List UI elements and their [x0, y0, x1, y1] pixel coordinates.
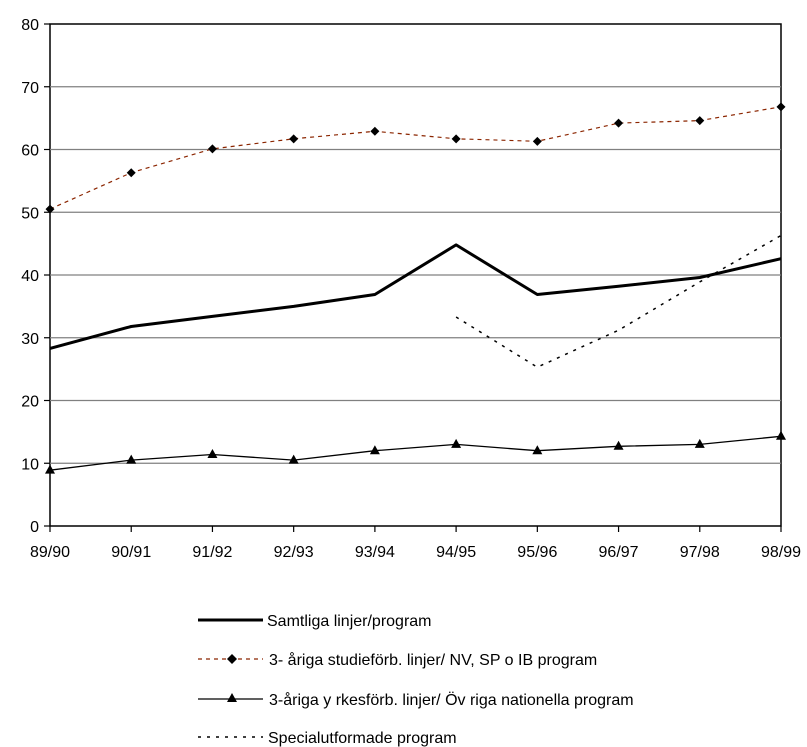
y-tick-label: 70: [21, 80, 39, 97]
y-tick-label: 80: [21, 17, 39, 34]
x-tick-label: 90/91: [111, 544, 151, 561]
y-tick-label: 40: [21, 268, 39, 285]
series-0: [49, 243, 782, 350]
legend-label: Samtliga linjer/program: [267, 613, 432, 630]
plot-area: 0 10 20 30 40 50 60 70 80 89/90 90/91 91/92 92/93 93…: [21, 17, 801, 561]
legend-label: 3-åriga y rkesförb. linjer/ Öv riga nati…: [269, 691, 634, 709]
legend-item-studieforb: 3- åriga studieförb. linjer/ NV, SP o IB…: [198, 651, 597, 669]
data-point-triangle: [288, 454, 299, 464]
legend-label: 3- åriga studieförb. linjer/ NV, SP o IB…: [269, 651, 597, 669]
data-point-diamond: [45, 204, 55, 214]
y-axis-ticks: 0 10 20 30 40 50 60 70 80: [21, 17, 50, 536]
y-tick-label: 30: [21, 331, 39, 348]
data-point-diamond: [289, 134, 299, 144]
data-point-triangle: [694, 438, 705, 448]
series-line: [455, 234, 782, 368]
x-tick-label: 98/99: [761, 544, 801, 561]
y-tick-label: 20: [21, 394, 39, 411]
gridlines: [50, 86, 781, 464]
legend-label: Specialutformade program: [268, 730, 457, 747]
data-point-diamond: [207, 144, 217, 154]
x-axis-ticks: 89/90 90/91 91/92 92/93 93/94 94/95 95/96 96/97…: [30, 526, 801, 561]
x-tick-label: 89/90: [30, 544, 70, 561]
legend-item-specialutformade: Specialutformade program: [198, 730, 457, 747]
x-tick-label: 96/97: [599, 544, 639, 561]
data-point-triangle: [451, 438, 462, 448]
data-point-diamond: [614, 118, 624, 128]
data-point-diamond: [695, 116, 705, 126]
data-point-triangle: [207, 448, 218, 458]
data-point-diamond: [370, 126, 380, 136]
data-point-triangle: [369, 445, 380, 455]
data-point-triangle: [613, 440, 624, 450]
data-point-triangle: [45, 464, 55, 474]
series-2: [45, 430, 786, 474]
diamond-marker-icon: [227, 654, 237, 664]
data-point-triangle: [126, 454, 137, 464]
series-3: [455, 234, 782, 368]
x-tick-label: 94/95: [436, 544, 476, 561]
data-point-triangle: [776, 430, 786, 440]
y-tick-label: 50: [21, 205, 39, 222]
x-tick-label: 97/98: [680, 544, 720, 561]
series-line: [49, 106, 782, 210]
series-line: [49, 435, 782, 471]
triangle-marker-icon: [227, 693, 237, 702]
y-tick-label: 10: [21, 456, 39, 473]
data-point-diamond: [451, 134, 461, 144]
x-tick-label: 92/93: [274, 544, 314, 561]
series-line: [49, 243, 782, 350]
series-1: [45, 102, 786, 214]
legend-item-samtliga: Samtliga linjer/program: [198, 613, 432, 630]
x-tick-label: 95/96: [517, 544, 557, 561]
data-point-diamond: [532, 136, 542, 146]
y-tick-label: 60: [21, 143, 39, 160]
legend: Samtliga linjer/program 3- åriga studief…: [198, 613, 634, 747]
series-layer: [45, 102, 786, 474]
x-tick-label: 93/94: [355, 544, 395, 561]
legend-item-yrkesforb: 3-åriga y rkesförb. linjer/ Öv riga nati…: [198, 691, 634, 709]
data-point-diamond: [126, 168, 136, 178]
x-tick-label: 91/92: [192, 544, 232, 561]
data-point-diamond: [776, 102, 786, 112]
y-tick-label: 0: [30, 519, 39, 536]
data-point-triangle: [532, 445, 543, 455]
